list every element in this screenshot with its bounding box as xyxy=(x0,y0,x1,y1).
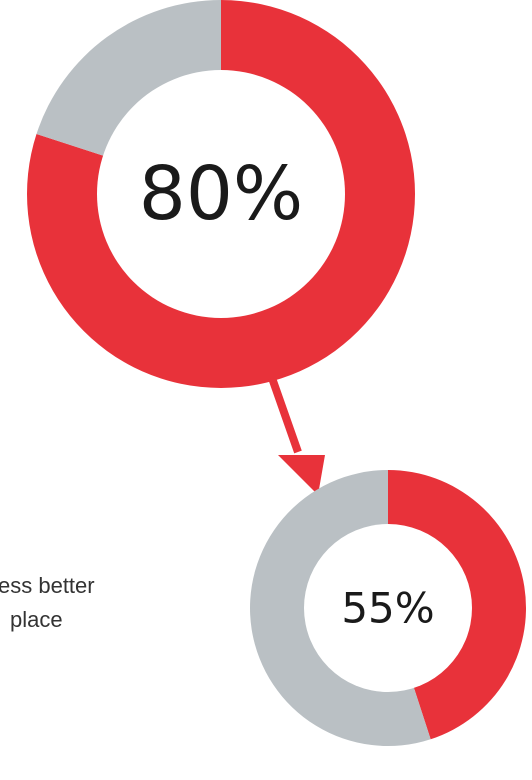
donut-chart-small: 55% xyxy=(249,470,526,746)
caption-line-2: place xyxy=(10,607,63,632)
arrow-icon xyxy=(268,376,325,495)
donut-hole-small xyxy=(304,524,472,692)
percent-label-small: 55% xyxy=(341,584,434,633)
donut-chart-large: 80% xyxy=(27,0,415,388)
donut-hole-large xyxy=(97,70,345,318)
caption-line-1: ess better xyxy=(0,573,95,598)
percent-label-large: 80% xyxy=(139,151,303,237)
